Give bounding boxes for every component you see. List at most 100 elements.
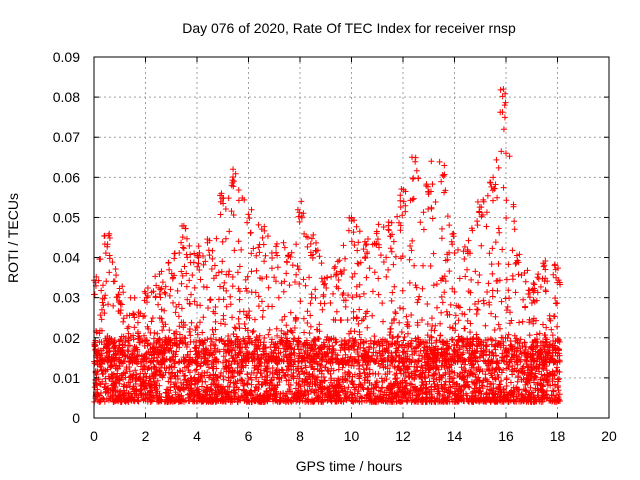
data-point <box>468 393 475 400</box>
data-point <box>373 378 380 385</box>
data-point <box>419 364 426 371</box>
data-point <box>487 335 494 342</box>
data-point <box>527 384 534 391</box>
data-point <box>179 368 186 375</box>
data-point <box>193 366 200 373</box>
data-point <box>142 370 149 377</box>
data-point <box>390 381 397 388</box>
data-point <box>145 365 152 372</box>
data-point <box>305 391 312 398</box>
data-point <box>405 373 412 380</box>
x-tick-label: 2 <box>142 428 150 444</box>
data-point <box>425 372 432 379</box>
data-point <box>349 377 356 384</box>
data-point <box>517 336 524 343</box>
data-point <box>92 395 99 402</box>
data-point <box>230 373 237 380</box>
data-point <box>395 384 402 391</box>
data-point <box>167 374 174 381</box>
data-point <box>435 387 442 394</box>
data-point <box>362 348 369 355</box>
data-point <box>281 372 288 379</box>
data-point <box>420 369 427 376</box>
data-point <box>503 365 510 372</box>
data-point <box>125 348 132 355</box>
data-point <box>364 377 371 384</box>
data-point <box>458 364 465 371</box>
data-point <box>415 352 422 359</box>
data-point <box>196 337 203 344</box>
data-point <box>360 366 367 373</box>
y-tick-label: 0.02 <box>53 330 80 346</box>
data-point <box>394 380 401 387</box>
data-point <box>163 386 170 393</box>
data-point <box>110 378 117 385</box>
x-tick-label: 14 <box>447 428 463 444</box>
x-tick-label: 16 <box>498 428 514 444</box>
data-point <box>456 346 463 353</box>
data-point <box>345 384 352 391</box>
data-point <box>428 391 435 398</box>
y-tick-label: 0.05 <box>53 209 80 225</box>
data-point <box>167 379 174 386</box>
data-point <box>102 368 109 375</box>
data-point <box>284 371 291 378</box>
data-point <box>238 392 245 399</box>
data-point <box>472 392 479 399</box>
chart-title: Day 076 of 2020, Rate Of TEC Index for r… <box>182 20 516 36</box>
data-point <box>349 335 356 342</box>
data-point <box>110 398 117 405</box>
data-point <box>377 388 384 395</box>
points-layer <box>91 86 564 405</box>
data-point <box>171 383 178 390</box>
y-axis-title: ROTI / TECUs <box>5 193 21 283</box>
data-point <box>165 390 172 397</box>
data-point <box>461 383 468 390</box>
data-point <box>263 388 270 395</box>
data-point <box>344 377 351 384</box>
data-point <box>550 388 557 395</box>
data-point <box>211 345 218 352</box>
data-point <box>442 369 449 376</box>
data-point <box>204 369 211 376</box>
data-point <box>553 367 560 374</box>
data-point <box>471 385 478 392</box>
data-point <box>320 374 327 381</box>
data-point <box>98 339 105 346</box>
data-point <box>395 397 402 404</box>
data-point <box>435 390 442 397</box>
grid-layer <box>94 57 609 418</box>
data-point <box>97 381 104 388</box>
data-point <box>404 397 411 404</box>
data-point <box>464 372 471 379</box>
data-point <box>495 365 502 372</box>
data-point <box>556 375 563 382</box>
x-tick-label: 10 <box>344 428 360 444</box>
data-point <box>181 364 188 371</box>
data-point <box>134 397 141 404</box>
data-point <box>268 377 275 384</box>
data-point <box>533 365 540 372</box>
data-point <box>171 373 178 380</box>
x-tick-label: 6 <box>245 428 253 444</box>
data-point <box>378 384 385 391</box>
data-point <box>515 374 522 381</box>
data-point <box>188 381 195 388</box>
y-tick-label: 0.03 <box>53 290 80 306</box>
x-tick-label: 0 <box>90 428 98 444</box>
data-point <box>453 380 460 387</box>
data-point <box>350 362 357 369</box>
data-point <box>146 381 153 388</box>
data-point <box>192 367 199 374</box>
data-point <box>251 365 258 372</box>
data-point <box>497 344 504 351</box>
x-tick-label: 4 <box>193 428 201 444</box>
data-point <box>330 367 337 374</box>
data-point <box>218 369 225 376</box>
data-point <box>395 364 402 371</box>
data-point <box>329 382 336 389</box>
data-point <box>555 387 562 394</box>
data-point <box>254 351 261 358</box>
y-tick-label: 0.01 <box>53 370 80 386</box>
